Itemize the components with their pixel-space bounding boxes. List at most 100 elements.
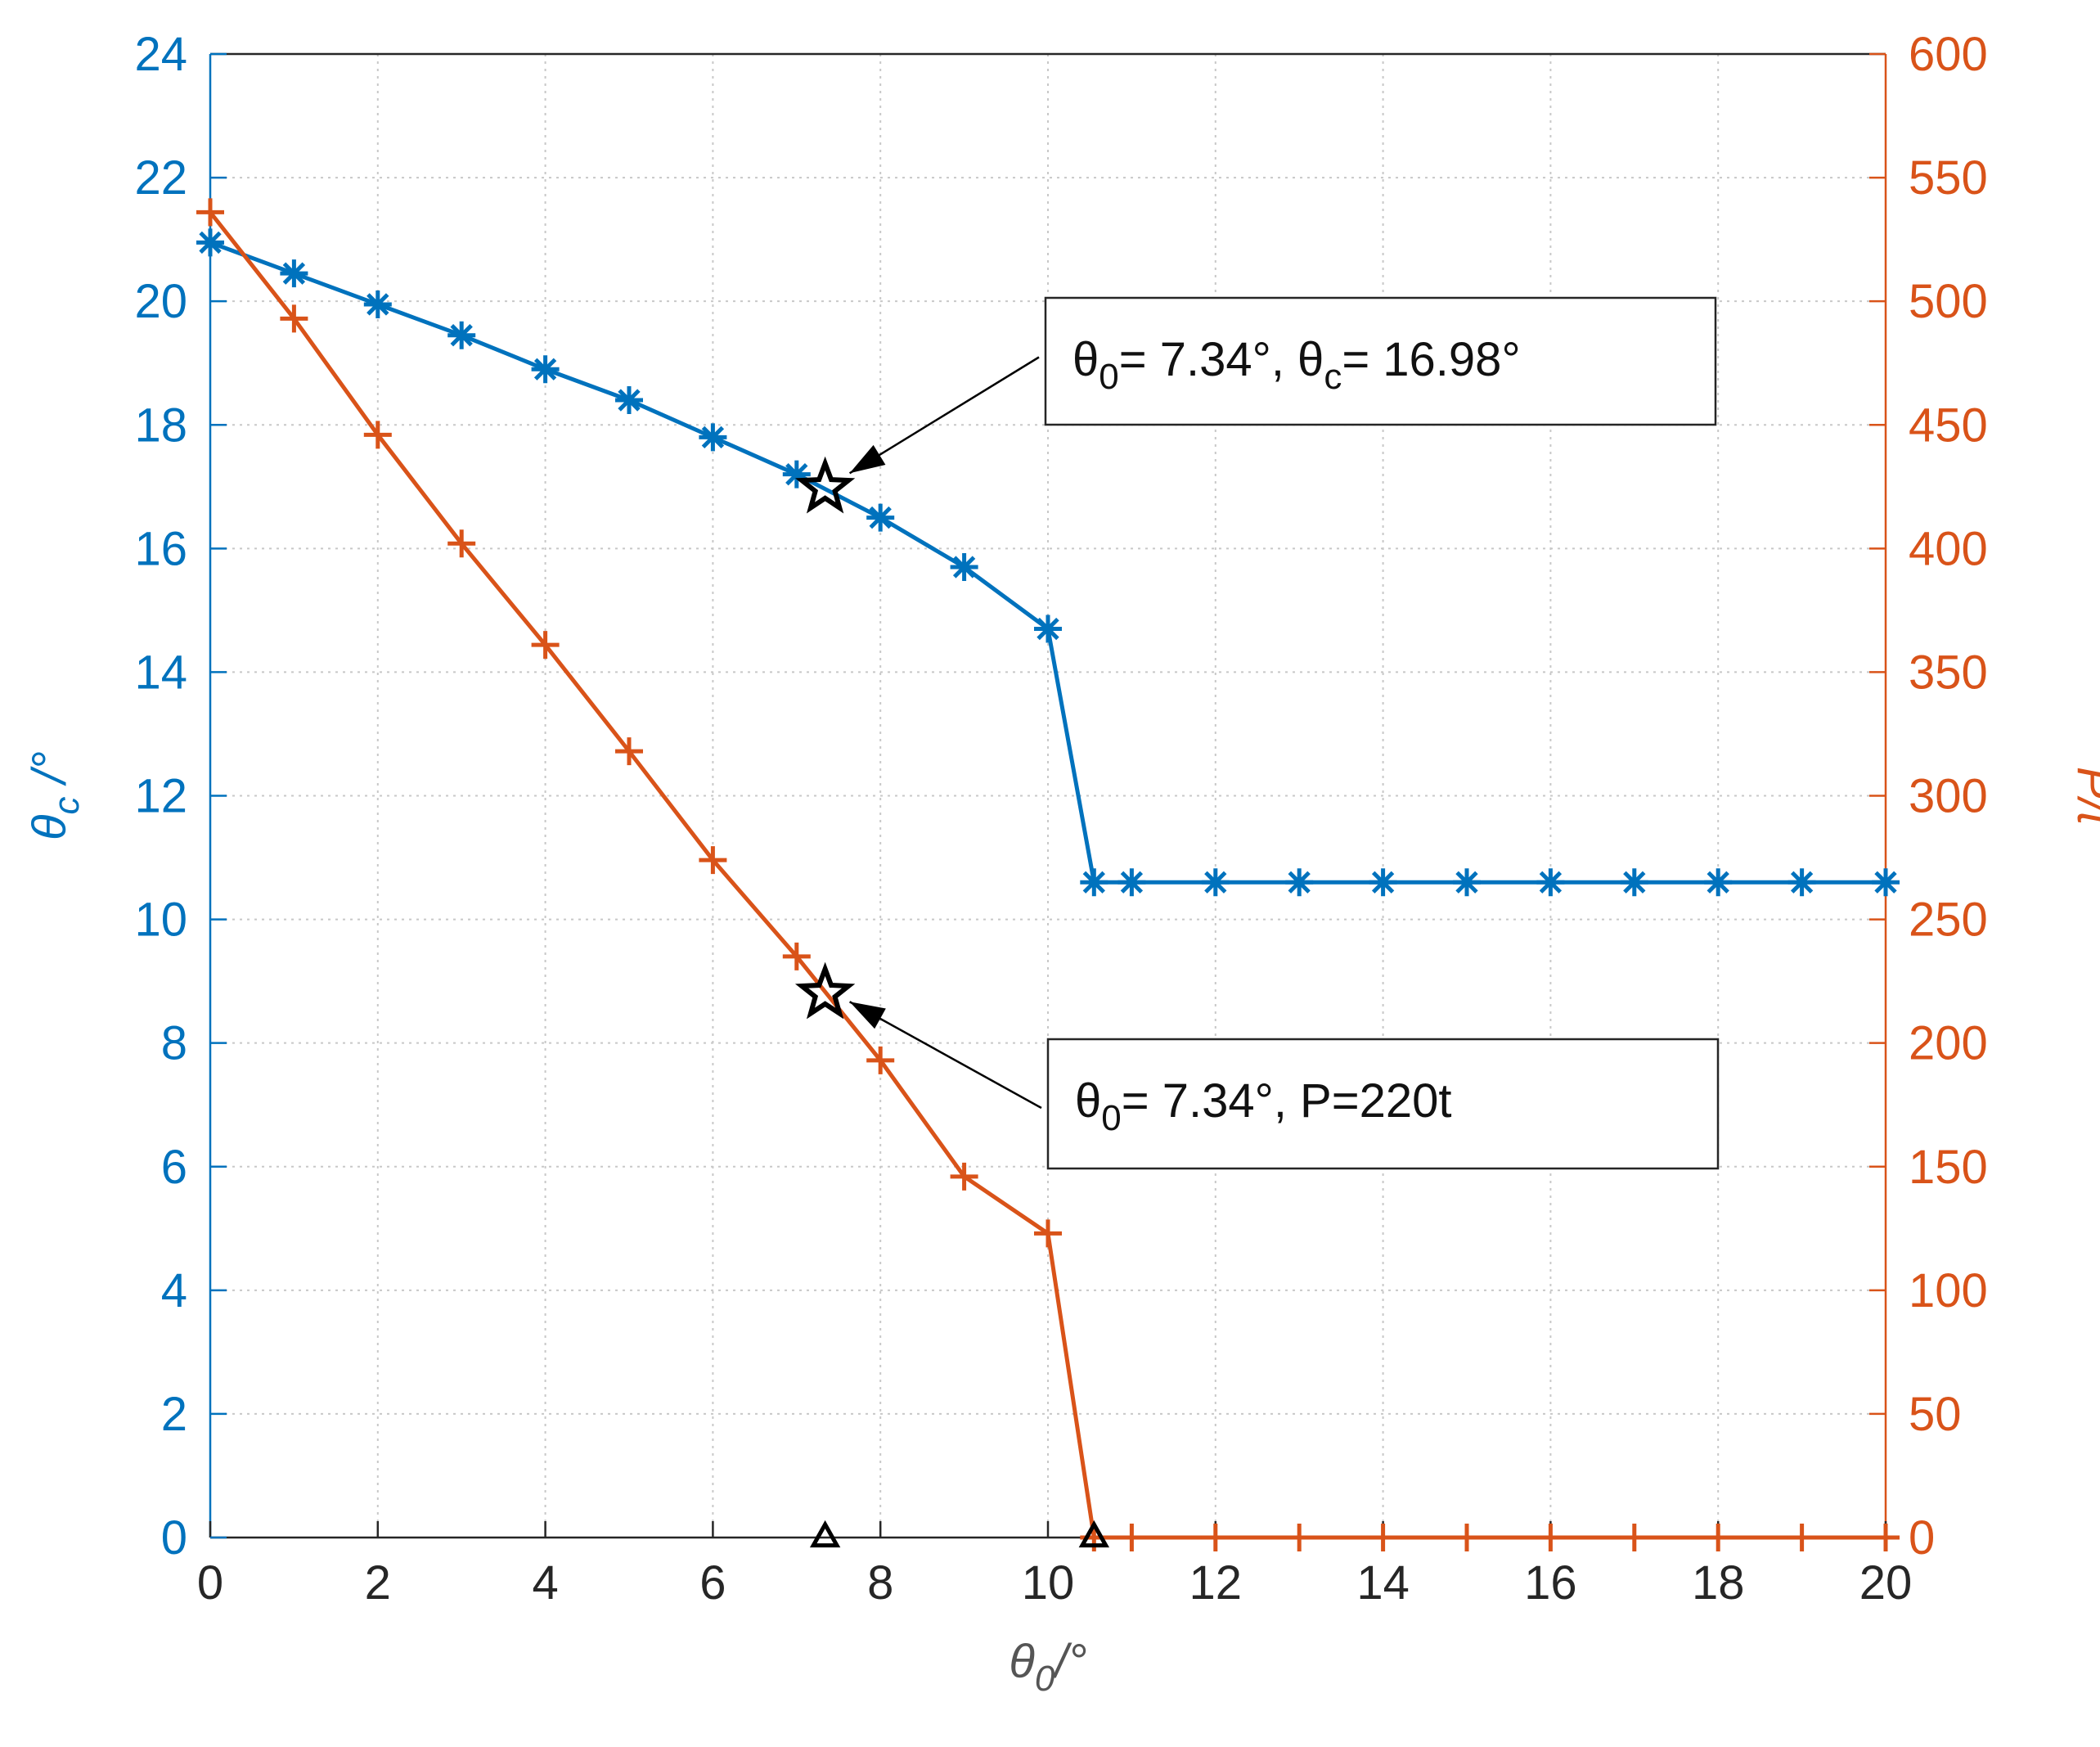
x-tick-label: 0	[197, 1556, 223, 1610]
data-point	[196, 228, 224, 257]
y2-tick-label: 400	[1909, 522, 1988, 575]
text-run: P/t	[2067, 767, 2100, 827]
series-line	[209, 241, 1886, 885]
data-point	[782, 942, 811, 970]
data-point	[1117, 1524, 1146, 1551]
x-tick-label: 18	[1692, 1556, 1745, 1610]
y-axis-label: θc /°	[23, 751, 87, 840]
subscript: 0	[1101, 1098, 1121, 1138]
y2-tick-label: 0	[1909, 1511, 1935, 1565]
data-point	[363, 290, 392, 318]
y-tick-label: 22	[134, 151, 187, 205]
data-point	[950, 552, 978, 581]
data-point	[866, 503, 895, 532]
text-run: θ	[23, 814, 76, 840]
x-tick-label: 16	[1524, 1556, 1577, 1610]
arrow-line	[849, 1001, 1042, 1110]
annotation-box	[1046, 1038, 1720, 1170]
data-point	[1285, 1524, 1314, 1551]
marker	[1078, 1520, 1109, 1548]
data-point	[950, 1162, 978, 1191]
data-point	[280, 304, 308, 333]
y-tick-label: 2	[161, 1388, 187, 1441]
data-point	[1117, 868, 1146, 897]
text-run: = 16.98°	[1342, 333, 1520, 386]
y-tick-label: 18	[134, 398, 187, 452]
y-tick-label: 16	[134, 522, 187, 575]
annotation-text: θ0= 7.34°, θc= 16.98°	[1072, 333, 1521, 397]
data-point	[699, 846, 727, 875]
subscript: 0	[1035, 1659, 1055, 1699]
y2-tick-label: 550	[1909, 151, 1988, 205]
y-tick-label: 20	[134, 275, 187, 328]
x-tick-label: 14	[1356, 1556, 1410, 1610]
data-point	[447, 529, 476, 558]
text-run: /°	[23, 751, 76, 796]
data-point	[1787, 868, 1816, 897]
text-run: = 7.34°, P=220t	[1122, 1074, 1452, 1128]
y-tick-label: 10	[134, 894, 187, 947]
data-point	[1201, 868, 1230, 897]
data-point	[531, 631, 560, 660]
data-point	[531, 355, 560, 384]
x-tick-label: 12	[1189, 1556, 1243, 1610]
marker	[809, 1520, 841, 1548]
y2-tick-label: 150	[1909, 1141, 1988, 1194]
arrow-line	[848, 356, 1040, 475]
data-point	[615, 386, 643, 415]
data-point	[447, 321, 476, 349]
data-point	[1369, 868, 1397, 897]
data-point	[363, 421, 392, 449]
data-point	[1704, 1524, 1733, 1551]
data-point	[1201, 1524, 1230, 1551]
series-line	[209, 210, 1886, 1540]
subscript: c	[1324, 357, 1342, 397]
x-tick-label: 20	[1859, 1556, 1913, 1610]
x-tick-label: 4	[532, 1556, 558, 1610]
data-point	[1453, 868, 1481, 897]
y-tick-label: 12	[134, 770, 187, 823]
subscript: 0	[1099, 357, 1118, 397]
data-point	[1620, 868, 1648, 897]
y2-tick-label: 500	[1909, 275, 1988, 328]
data-point	[1034, 615, 1062, 643]
y2-tick-label: 450	[1909, 398, 1988, 452]
x-tick-label: 10	[1022, 1556, 1075, 1610]
x-tick-label: 2	[365, 1556, 391, 1610]
y2-tick-label: 100	[1909, 1264, 1988, 1317]
arrow-head	[849, 1002, 886, 1029]
y-tick-label: 6	[161, 1141, 187, 1194]
data-point	[280, 259, 308, 288]
highlight-star	[794, 456, 856, 514]
subscript: c	[47, 796, 87, 814]
y2-axis-label: P/t	[2067, 767, 2100, 827]
x-axis-label: θ0/°	[1009, 1635, 1086, 1699]
data-point	[1704, 868, 1733, 897]
text-run: θ	[1009, 1635, 1034, 1688]
y2-tick-label: 50	[1909, 1388, 1962, 1441]
y-tick-label: 14	[134, 646, 187, 699]
y2-tick-label: 250	[1909, 894, 1988, 947]
text-run: = 7.34°, θ	[1119, 333, 1324, 386]
annotation-text: θ0= 7.34°, P=220t	[1075, 1074, 1451, 1138]
data-point	[782, 460, 811, 489]
data-point	[699, 423, 727, 452]
arrow-head	[849, 444, 886, 474]
data-point	[1872, 868, 1900, 897]
data-point	[1536, 1524, 1565, 1551]
data-point	[1536, 868, 1565, 897]
text-run: θ	[1072, 333, 1099, 386]
data-point	[1787, 1524, 1816, 1551]
data-point	[1285, 868, 1314, 897]
text-run: /°	[1051, 1635, 1086, 1688]
data-point	[1620, 1524, 1648, 1551]
text-run: θ	[1075, 1074, 1101, 1128]
data-point	[1872, 1524, 1900, 1551]
x-tick-label: 6	[699, 1556, 726, 1610]
x-tick-label: 8	[867, 1556, 893, 1610]
data-point	[1369, 1524, 1397, 1551]
annotation-box	[1044, 296, 1717, 426]
